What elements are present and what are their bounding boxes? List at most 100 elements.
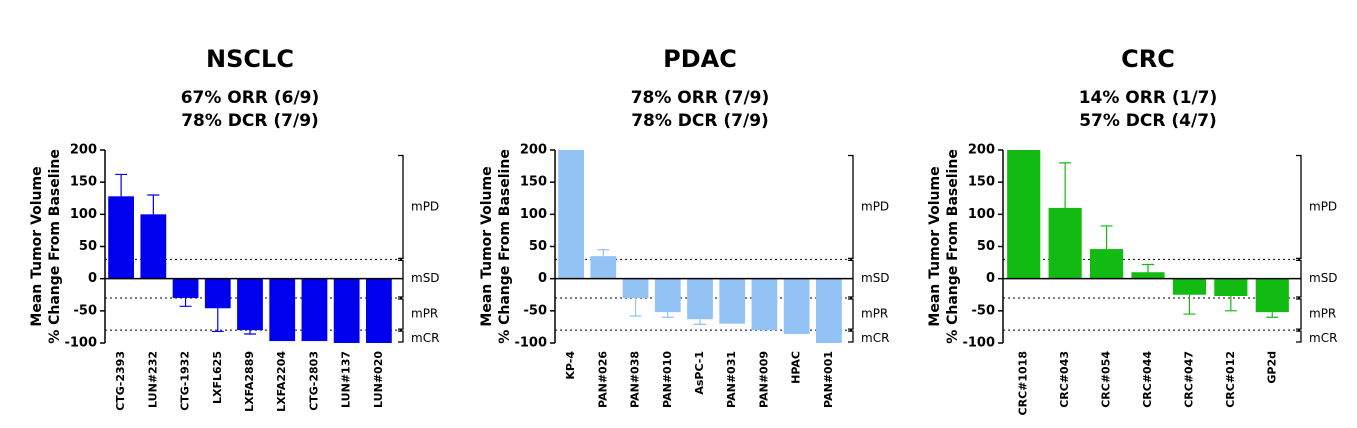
zone-label: mCR xyxy=(1309,331,1337,345)
panel-title: NSCLC xyxy=(206,45,294,73)
x-tick-label: LXFL625 xyxy=(211,351,224,404)
zone-bracket xyxy=(1296,259,1302,298)
x-tick-label: CRC#043 xyxy=(1058,351,1071,408)
bar xyxy=(1172,278,1206,295)
panel-subtitle: 67% ORR (6/9) xyxy=(181,88,320,108)
x-tick-label: CRC#012 xyxy=(1224,351,1237,408)
panel-subtitle: 78% ORR (7/9) xyxy=(631,88,770,108)
x-tick-label: PAN#031 xyxy=(725,351,738,408)
error-bar xyxy=(597,249,610,257)
x-tick-label: PAN#009 xyxy=(757,351,770,408)
bar xyxy=(366,278,392,343)
zone-label: mPD xyxy=(1309,199,1337,213)
zone-bracket xyxy=(398,330,404,343)
panel-subtitle: 78% DCR (7/9) xyxy=(631,111,769,131)
error-bar xyxy=(694,319,706,325)
zone-label: mCR xyxy=(411,331,439,345)
zone-bracket xyxy=(398,154,404,260)
bar xyxy=(1048,207,1082,279)
y-tick-label: 0 xyxy=(986,271,995,286)
x-tick-label: PAN#026 xyxy=(596,351,609,408)
zone-bracket xyxy=(848,154,854,260)
x-tick-label: PAN#038 xyxy=(629,351,642,408)
x-tick-label: CRC#047 xyxy=(1182,351,1195,408)
panel-subtitle: 14% ORR (1/7) xyxy=(1079,88,1218,108)
error-bar xyxy=(1059,162,1072,208)
zone-bracket xyxy=(1296,298,1302,330)
x-tick-label: KP-4 xyxy=(564,351,577,380)
x-tick-label: CRC#054 xyxy=(1100,351,1113,408)
zone-bracket xyxy=(1296,154,1302,260)
y-tick-label: 100 xyxy=(70,207,97,222)
y-tick-label: 100 xyxy=(520,207,547,222)
error-bar xyxy=(1224,296,1237,312)
zone-label: mSD xyxy=(1309,271,1338,285)
zone-label: mPR xyxy=(1309,307,1336,321)
error-bar xyxy=(1142,263,1154,273)
bar xyxy=(719,278,746,324)
bar xyxy=(333,278,360,343)
y-axis-label: % Change From Baseline xyxy=(497,149,513,344)
zone-label: mSD xyxy=(411,271,440,285)
x-tick-label: AsPC-1 xyxy=(693,351,706,395)
bar xyxy=(172,278,199,298)
x-tick-label: PAN#010 xyxy=(661,351,674,408)
x-tick-label: CRC#044 xyxy=(1141,351,1154,408)
bar xyxy=(783,278,810,334)
zone-label: mPR xyxy=(861,307,888,321)
bar xyxy=(1131,272,1165,279)
bar xyxy=(687,278,713,320)
y-tick-label: 200 xyxy=(968,143,995,158)
bar xyxy=(1214,278,1248,297)
zone-label: mPD xyxy=(411,199,439,213)
bar xyxy=(751,278,778,331)
y-tick-label: 150 xyxy=(520,175,547,190)
bar xyxy=(1255,278,1289,313)
y-tick-label: 0 xyxy=(88,271,97,286)
y-axis-label: Mean Tumor Volume xyxy=(479,166,495,326)
zone-bracket xyxy=(398,259,404,298)
y-tick-label: 150 xyxy=(968,175,995,190)
y-tick-label: 50 xyxy=(79,239,97,254)
panel-subtitle: 57% DCR (4/7) xyxy=(1079,111,1217,131)
zone-label: mPD xyxy=(861,199,889,213)
y-tick-label: 0 xyxy=(538,271,547,286)
error-bar xyxy=(179,297,192,307)
y-axis-label: Mean Tumor Volume xyxy=(927,166,943,326)
error-bar xyxy=(1266,312,1279,318)
bar xyxy=(108,196,134,279)
bar xyxy=(301,278,328,342)
x-tick-label: CRC#1018 xyxy=(1017,351,1030,415)
zone-bracket xyxy=(848,330,854,343)
y-tick-label: 50 xyxy=(977,239,995,254)
zone-bracket xyxy=(848,259,854,298)
y-tick-label: -50 xyxy=(524,303,548,318)
x-tick-label: CTG-1932 xyxy=(179,351,192,411)
y-axis-label: % Change From Baseline xyxy=(945,149,961,344)
error-bar xyxy=(661,312,674,318)
y-tick-label: -50 xyxy=(972,303,996,318)
x-tick-label: LUN#137 xyxy=(340,351,353,408)
bar xyxy=(1090,249,1124,279)
y-tick-label: 100 xyxy=(968,207,995,222)
panel-title: PDAC xyxy=(663,45,737,73)
y-tick-label: -50 xyxy=(74,303,98,318)
y-tick-label: -100 xyxy=(962,336,995,351)
y-tick-label: -100 xyxy=(64,336,97,351)
error-bar xyxy=(1183,294,1196,315)
panel-subtitle: 78% DCR (7/9) xyxy=(181,111,319,131)
x-tick-label: LXFA2889 xyxy=(243,351,256,412)
zone-bracket xyxy=(398,298,404,330)
y-axis-label: % Change From Baseline xyxy=(47,149,63,344)
error-bar xyxy=(244,330,256,335)
zone-bracket xyxy=(1296,330,1302,343)
error-bar xyxy=(211,308,224,333)
panel-title: CRC xyxy=(1121,45,1175,73)
bar xyxy=(1007,150,1041,279)
bar xyxy=(269,278,296,342)
bar xyxy=(204,278,231,309)
x-tick-label: LUN#232 xyxy=(146,351,159,408)
zone-label: mCR xyxy=(861,331,889,345)
error-bar xyxy=(115,173,128,197)
